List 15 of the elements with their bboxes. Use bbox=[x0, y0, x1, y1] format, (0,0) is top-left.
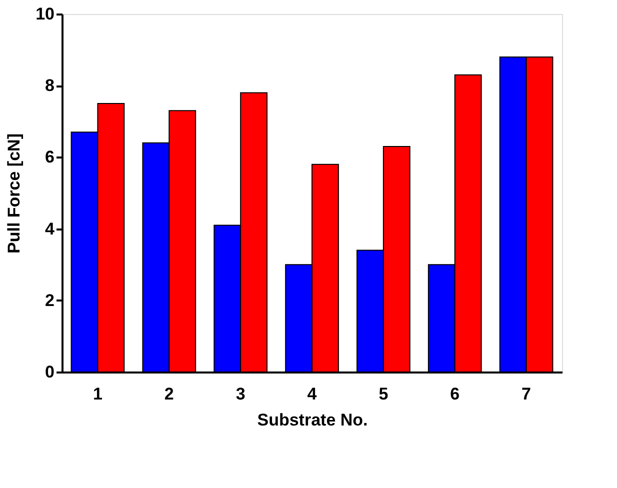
y-tick-label: 6 bbox=[45, 148, 54, 167]
y-tick-label: 4 bbox=[45, 219, 56, 238]
x-tick-label: 5 bbox=[378, 384, 388, 404]
y-tick-label: 8 bbox=[45, 76, 54, 96]
x-tick-label: 1 bbox=[92, 384, 102, 404]
x-tick-label: 7 bbox=[522, 384, 532, 404]
y-axis-title: Pull Force [cN] bbox=[4, 134, 24, 254]
x-axis-title: Substrate No. bbox=[257, 410, 368, 430]
y-tick-label: 10 bbox=[36, 4, 54, 24]
x-tick-label: 4 bbox=[307, 384, 318, 404]
x-tick-label: 3 bbox=[236, 384, 246, 404]
x-tick-label: 2 bbox=[164, 384, 174, 404]
y-tick-label: 0 bbox=[45, 362, 54, 382]
x-tick-label: 6 bbox=[450, 384, 460, 404]
y-tick-label: 2 bbox=[45, 290, 54, 310]
